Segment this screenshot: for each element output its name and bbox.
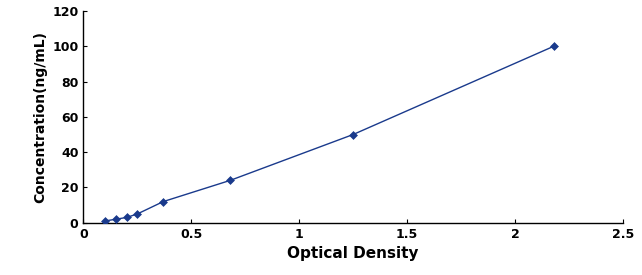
Point [110, 217, 121, 221]
Point [348, 132, 358, 137]
Point [132, 212, 143, 216]
Point [158, 199, 168, 204]
Point [548, 44, 559, 48]
Point [100, 219, 110, 223]
Point [225, 178, 235, 183]
Y-axis label: Concentration(ng/mL): Concentration(ng/mL) [33, 31, 47, 203]
Point [121, 215, 132, 220]
X-axis label: Optical Density: Optical Density [288, 246, 419, 261]
